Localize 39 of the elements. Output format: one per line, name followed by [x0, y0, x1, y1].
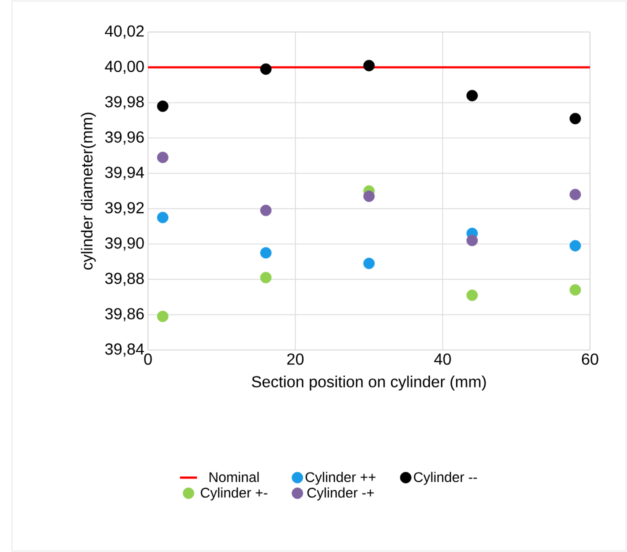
y-tick-label: 39,86: [105, 308, 144, 322]
y-tick-label: 40,00: [104, 60, 144, 74]
y-tick-label: 40,02: [104, 25, 144, 39]
y-axis-title: cylinder diameter(mm): [80, 112, 96, 270]
point: [466, 234, 478, 246]
legend-label: Cylinder ++: [306, 472, 376, 485]
x-axis-title: Section position on cylinder (mm): [252, 376, 486, 391]
point: [260, 204, 272, 216]
point: [466, 290, 478, 301]
point: [260, 63, 272, 75]
point: [260, 247, 272, 259]
point: [363, 258, 375, 270]
y-tick-label: 39,88: [105, 272, 144, 286]
point: [570, 112, 581, 124]
legend-label: Nominal: [210, 472, 259, 482]
point: [466, 90, 478, 102]
y-tick-label: 39,84: [105, 343, 144, 357]
legend-label: Cylinder --: [414, 472, 477, 485]
x-tick-label: 20: [287, 354, 304, 365]
point: [157, 212, 168, 224]
point: [260, 272, 272, 284]
point: [363, 190, 375, 202]
y-tick-label: 39,96: [105, 131, 144, 145]
point: [157, 100, 168, 112]
y-tick-label: 39,92: [105, 202, 144, 216]
point: [157, 310, 168, 322]
legend-label: Cylinder +-: [200, 487, 268, 500]
point: [157, 152, 168, 164]
x-tick-label: 60: [582, 354, 598, 365]
x-tick-label: 0: [144, 354, 152, 365]
point: [570, 188, 581, 200]
y-tick-label: 39,94: [105, 166, 144, 180]
legend-label: Cylinder -+: [307, 487, 374, 500]
point: [570, 240, 581, 252]
x-tick-label: 40: [434, 354, 451, 365]
point: [570, 284, 581, 296]
point: [363, 60, 375, 72]
y-tick-label: 39,90: [105, 237, 144, 251]
y-tick-label: 39,98: [105, 96, 144, 110]
